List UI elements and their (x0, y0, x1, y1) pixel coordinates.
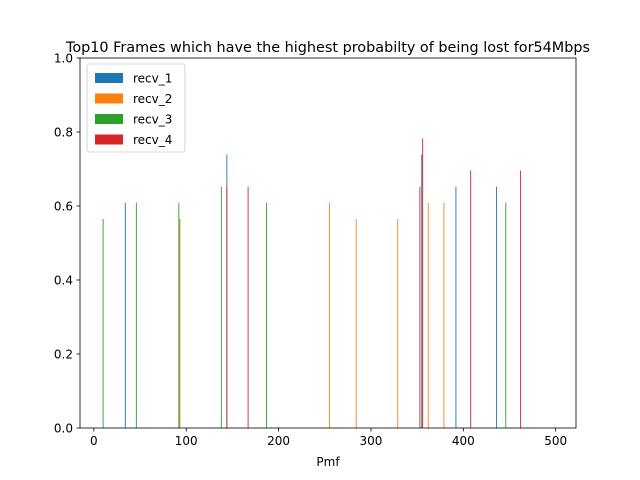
y-axis: 0.0 0.2 0.4 0.6 0.8 1.0 (54, 52, 80, 436)
bar-recv-2-1 (328, 202, 330, 428)
bar-recv-2-3 (397, 218, 399, 428)
bar-recv-4-4 (470, 170, 472, 429)
y-tick-label: 1.0 (54, 52, 73, 66)
bar-recv-1-3 (421, 154, 423, 428)
bar-recv-1-0 (124, 202, 126, 428)
x-axis-label: Pmf (316, 455, 340, 469)
legend-label-recv-1: recv_1 (133, 72, 172, 86)
x-tick-label: 200 (267, 434, 290, 448)
bar-recv-4-1 (247, 186, 249, 428)
bar-recv-4-3 (422, 138, 424, 429)
x-tick-label: 400 (452, 434, 475, 448)
bar-recv-3-4 (266, 202, 268, 428)
y-tick-label: 0.8 (54, 126, 73, 140)
bar-recv-2-2 (355, 218, 357, 428)
legend-swatch-recv-1 (95, 73, 123, 83)
legend-label-recv-2: recv_2 (133, 92, 172, 106)
bar-recv-1-5 (496, 186, 498, 428)
x-tick-label: 0 (90, 434, 98, 448)
legend-swatch-recv-3 (95, 114, 123, 124)
legend: recv_1 recv_2 recv_3 recv_4 (86, 63, 186, 153)
y-tick-label: 0.0 (54, 422, 73, 436)
bar-recv-1-4 (455, 186, 457, 428)
bar-recv-3-2 (178, 202, 180, 428)
bar-recv-3-1 (135, 202, 137, 428)
bar-recv-3-5 (505, 202, 507, 428)
bar-recv-3-0 (102, 218, 104, 428)
bar-recv-4-5 (520, 170, 522, 429)
chart-title: Top10 Frames which have the highest prob… (65, 40, 590, 56)
bar-recv-4-0 (226, 186, 228, 428)
legend-swatch-recv-4 (95, 134, 123, 145)
x-tick-label: 500 (544, 434, 567, 448)
y-tick-label: 0.6 (54, 200, 73, 214)
bar-recv-2-0 (179, 218, 181, 428)
bar-recv-2-5 (443, 202, 445, 428)
bars-layer (102, 138, 522, 429)
legend-label-recv-3: recv_3 (133, 113, 172, 127)
legend-label-recv-4: recv_4 (133, 133, 172, 147)
plot-frame (79, 57, 577, 429)
legend-box (86, 63, 186, 153)
x-tick-label: 100 (175, 434, 198, 448)
y-tick-label: 0.2 (54, 348, 73, 362)
x-tick-label: 300 (359, 434, 382, 448)
bar-recv-2-4 (427, 202, 429, 428)
x-axis: 0 100 200 300 400 500 (90, 428, 567, 448)
legend-swatch-recv-2 (95, 93, 123, 104)
y-tick-label: 0.4 (54, 274, 73, 288)
bar-recv-3-3 (220, 186, 222, 428)
bar-recv-4-2 (419, 186, 421, 428)
